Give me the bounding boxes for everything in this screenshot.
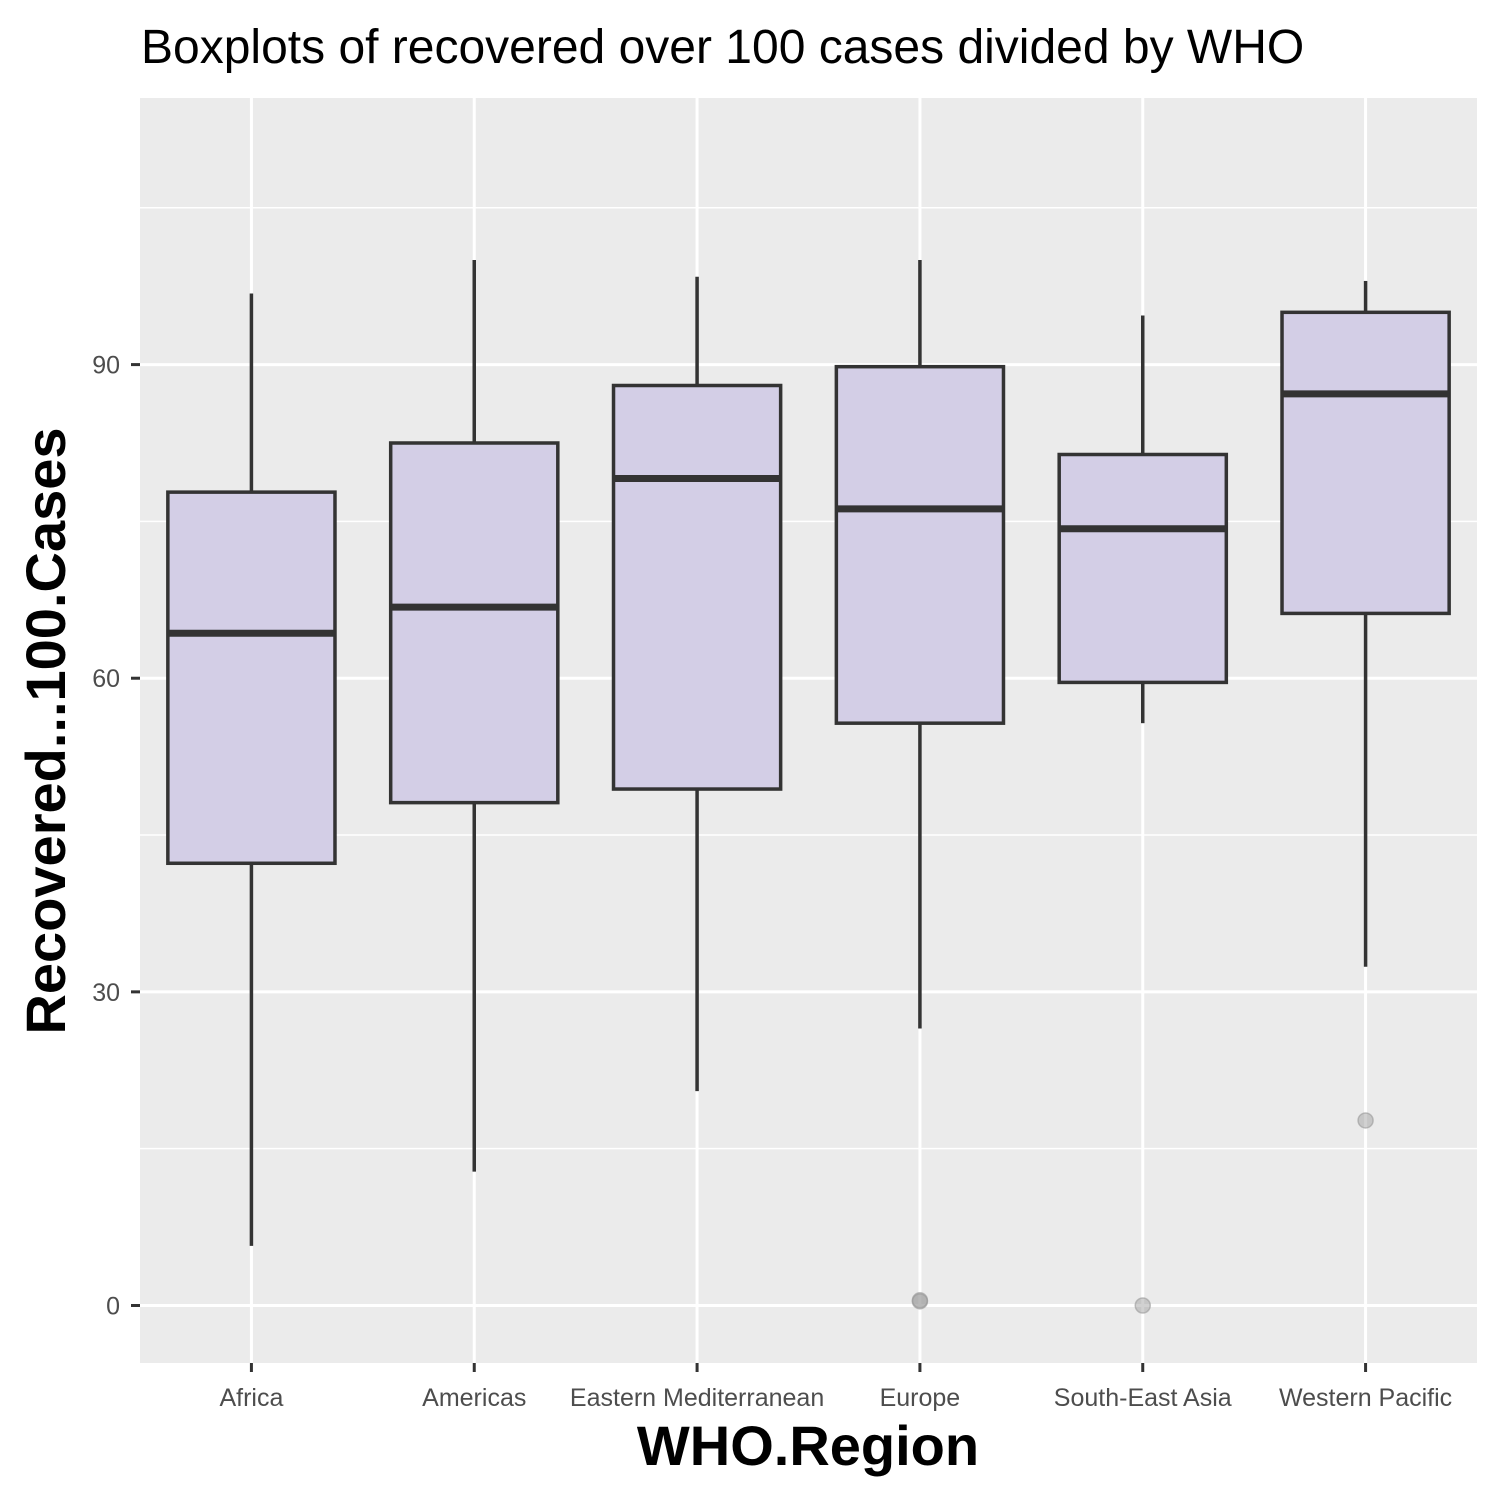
box-africa: [166, 293, 337, 1246]
box-body: [834, 364, 1006, 725]
y-tick-label: 60: [92, 665, 120, 693]
x-tick-label: Africa: [219, 1384, 283, 1412]
box-eastern-mediterranean: [611, 276, 783, 1092]
y-axis-title: Recovered...100.Cases: [14, 427, 77, 1034]
y-axis: 0 30 60 90: [92, 352, 140, 1321]
x-tick-label: Western Pacific: [1279, 1384, 1452, 1412]
x-tick-label: Americas: [422, 1384, 526, 1412]
outlier-point: [1134, 1297, 1151, 1314]
box-south-east-asia: [1057, 315, 1229, 1314]
plot-panel: [140, 98, 1477, 1363]
y-tick-label: 90: [92, 352, 120, 380]
box-europe: [834, 260, 1006, 1310]
x-tick-label: South-East Asia: [1054, 1384, 1232, 1412]
x-tick-label: Eastern Mediterranean: [570, 1384, 824, 1412]
box-body: [611, 383, 783, 791]
x-tick-label: Europe: [880, 1384, 961, 1412]
box-body: [1280, 310, 1451, 616]
box-body: [1057, 452, 1229, 685]
outlier-point: [1357, 1112, 1374, 1129]
x-axis-title: WHO.Region: [637, 1414, 979, 1477]
box-americas: [388, 260, 560, 1172]
y-tick-label: 30: [92, 979, 120, 1007]
box-body: [388, 441, 560, 805]
x-axis: Africa Americas Eastern Mediterranean Europ…: [219, 1363, 1452, 1412]
panel-background: [140, 98, 1477, 1363]
outlier-point: [911, 1292, 929, 1309]
box-western-pacific: [1280, 280, 1451, 1129]
chart-title: Boxplots of recovered over 100 cases div…: [141, 21, 1304, 74]
y-tick-label: 0: [106, 1293, 120, 1321]
box-body: [166, 490, 337, 866]
box-series: [166, 260, 1451, 1314]
